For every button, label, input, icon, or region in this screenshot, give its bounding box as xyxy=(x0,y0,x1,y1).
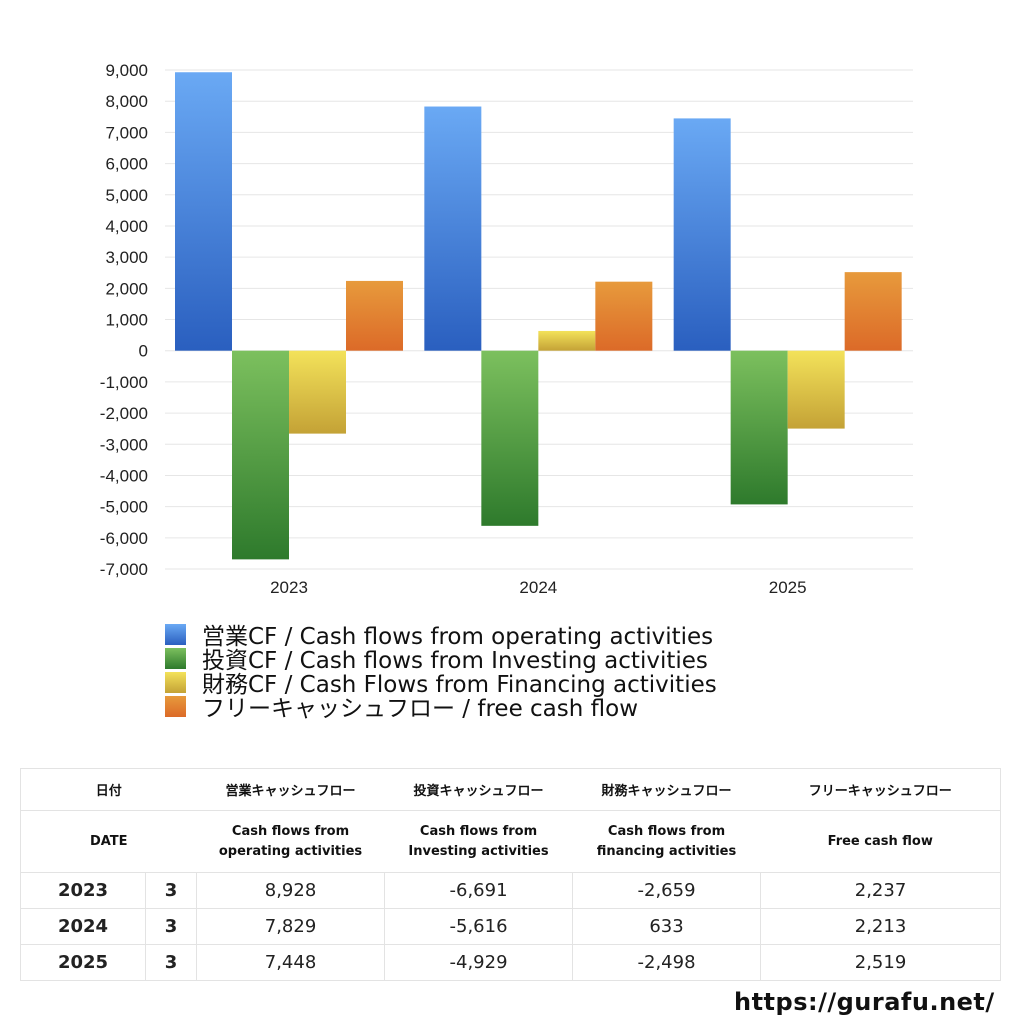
cash-flow-chart: 9,000 8,000 7,000 6,000 5,000 4,000 3,000 2,000… xyxy=(100,61,913,597)
bar-free-2024 xyxy=(595,281,653,351)
x-category-label: 2023 xyxy=(270,578,308,597)
y-tick-label: -2,000 xyxy=(100,404,148,423)
table-header-en: DATE Cash flows from operating activitie… xyxy=(19,810,1002,873)
cash-flow-table: 日付 営業キャッシュフロー 投資キャッシュフロー 財務キャッシュフロー フリーキ… xyxy=(19,768,1002,981)
row-month: 3 xyxy=(144,908,198,945)
y-tick-label: -4,000 xyxy=(100,466,148,485)
bar-financing-2025 xyxy=(787,350,845,429)
y-tick-label: 1,000 xyxy=(105,311,148,330)
header-investing-en-line1: Cash flows from xyxy=(419,823,538,839)
header-investing-en-line2: Investing activities xyxy=(408,843,549,859)
y-tick-label: -7,000 xyxy=(100,560,148,579)
table-row: 2024 3 7,829 -5,616 633 2,213 xyxy=(20,908,1002,945)
header-investing-ja: 投資キャッシュフロー xyxy=(384,768,573,811)
x-category-label: 2024 xyxy=(519,578,557,597)
y-tick-label: -3,000 xyxy=(100,435,148,454)
table-header-ja: 日付 営業キャッシュフロー 投資キャッシュフロー 財務キャッシュフロー フリーキ… xyxy=(19,768,1002,811)
header-financing-en-line1: Cash flows from xyxy=(607,823,726,839)
y-tick-label: 7,000 xyxy=(105,123,148,142)
row-year: 2025 xyxy=(20,944,146,981)
legend-label-financing: 財務CF / Cash Flows from Financing activit… xyxy=(202,672,717,698)
bar-operating-2024 xyxy=(424,106,482,351)
row-investing: -6,691 xyxy=(384,872,574,909)
header-free-ja: フリーキャッシュフロー xyxy=(760,768,1002,811)
row-month: 3 xyxy=(144,944,198,981)
y-axis-ticks: 9,000 8,000 7,000 6,000 5,000 4,000 3,000 2,000… xyxy=(100,61,148,579)
legend-item-operating: 営業CF / Cash flows from operating activit… xyxy=(165,622,717,650)
header-operating-en-line2: operating activities xyxy=(218,843,363,859)
header-operating-en: Cash flows from operating activities xyxy=(196,810,385,873)
row-year: 2024 xyxy=(20,908,146,945)
table-row: 2025 3 7,448 -4,929 -2,498 2,519 xyxy=(20,944,1002,981)
header-financing-en-line2: financing activities xyxy=(596,843,737,859)
chart-bars xyxy=(175,72,902,560)
row-free: 2,213 xyxy=(760,908,1002,945)
bar-operating-2023 xyxy=(175,72,232,351)
y-tick-label: 8,000 xyxy=(105,92,148,111)
header-free-en: Free cash flow xyxy=(760,810,1002,873)
y-tick-label: 5,000 xyxy=(105,186,148,205)
y-tick-label: -1,000 xyxy=(100,373,148,392)
header-date-ja: 日付 xyxy=(19,768,197,811)
legend-swatch-operating xyxy=(165,623,186,645)
row-year: 2023 xyxy=(20,872,146,909)
legend-item-financing: 財務CF / Cash Flows from Financing activit… xyxy=(165,670,717,698)
row-operating: 7,829 xyxy=(196,908,386,945)
legend-item-investing: 投資CF / Cash flows from Investing activit… xyxy=(165,646,717,674)
row-operating: 7,448 xyxy=(196,944,386,981)
y-tick-label: 2,000 xyxy=(105,279,148,298)
header-date-en: DATE xyxy=(19,810,197,873)
header-investing-en: Cash flows from Investing activities xyxy=(384,810,573,873)
legend-swatch-free xyxy=(165,695,186,717)
legend-label-free: フリーキャッシュフロー / free cash flow xyxy=(202,696,639,722)
table-row: 2023 3 8,928 -6,691 -2,659 2,237 xyxy=(20,872,1002,909)
legend-item-free: フリーキャッシュフロー / free cash flow xyxy=(165,694,717,722)
x-category-label: 2025 xyxy=(769,578,807,597)
header-operating-en-line1: Cash flows from xyxy=(231,823,350,839)
row-free: 2,237 xyxy=(760,872,1002,909)
row-financing: -2,498 xyxy=(572,944,762,981)
bar-financing-2023 xyxy=(289,350,346,434)
bar-investing-2023 xyxy=(232,350,289,560)
row-investing: -4,929 xyxy=(384,944,574,981)
y-tick-label: 6,000 xyxy=(105,155,148,174)
bar-investing-2024 xyxy=(481,350,539,526)
y-tick-label: -6,000 xyxy=(100,529,148,548)
bar-investing-2025 xyxy=(730,350,788,505)
bar-free-2025 xyxy=(844,272,902,351)
bar-free-2023 xyxy=(346,280,403,351)
y-tick-label: -5,000 xyxy=(100,498,148,517)
site-url[interactable]: https://gurafu.net/ xyxy=(734,988,995,1016)
header-financing-en: Cash flows from financing activities xyxy=(572,810,761,873)
legend-swatch-investing xyxy=(165,647,186,669)
row-financing: -2,659 xyxy=(572,872,762,909)
y-tick-label: 4,000 xyxy=(105,217,148,236)
legend-label-investing: 投資CF / Cash flows from Investing activit… xyxy=(202,648,708,674)
row-operating: 8,928 xyxy=(196,872,386,909)
row-free: 2,519 xyxy=(760,944,1002,981)
header-free-en-line1: Free cash flow xyxy=(827,833,933,849)
y-tick-label: 3,000 xyxy=(105,248,148,267)
y-tick-label: 0 xyxy=(139,342,148,361)
row-investing: -5,616 xyxy=(384,908,574,945)
row-financing: 633 xyxy=(572,908,762,945)
header-financing-ja: 財務キャッシュフロー xyxy=(572,768,761,811)
bar-financing-2024 xyxy=(538,330,596,351)
bar-operating-2025 xyxy=(673,118,731,351)
y-tick-label: 9,000 xyxy=(105,61,148,80)
chart-legend: 営業CF / Cash flows from operating activit… xyxy=(165,622,717,722)
legend-label-operating: 営業CF / Cash flows from operating activit… xyxy=(202,624,714,650)
legend-swatch-financing xyxy=(165,671,186,693)
row-month: 3 xyxy=(144,872,198,909)
x-axis-categories: 2023 2024 2025 xyxy=(270,578,806,597)
header-operating-ja: 営業キャッシュフロー xyxy=(196,768,385,811)
